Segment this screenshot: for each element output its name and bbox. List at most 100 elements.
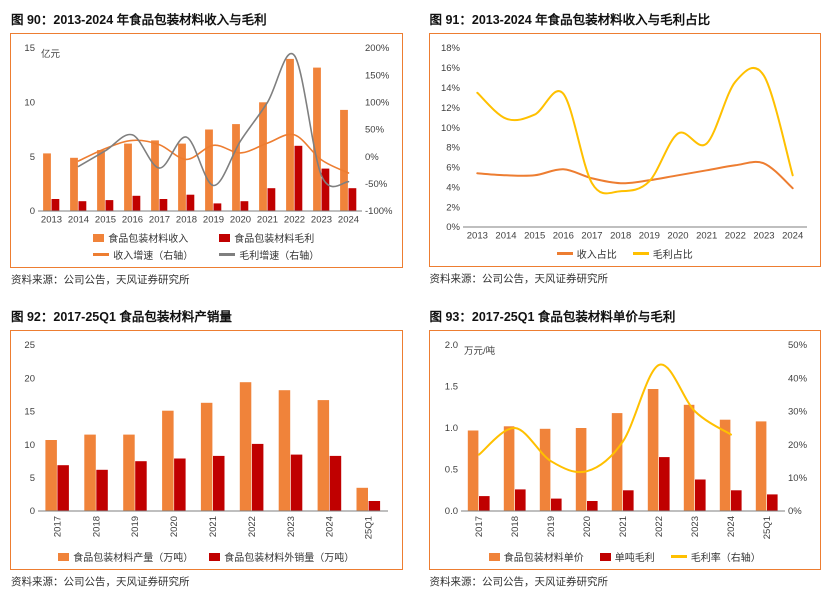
svg-text:2017: 2017 — [149, 215, 170, 226]
figure-title: 图 93：2017-25Q1 食品包装材料单价与毛利 — [429, 310, 676, 324]
figure-title: 图 91：2013-2024 年食品包装材料收入与毛利占比 — [429, 13, 711, 27]
svg-text:2021: 2021 — [257, 215, 278, 226]
legend-label: 收入占比 — [576, 250, 617, 261]
svg-text:50%: 50% — [788, 340, 808, 351]
svg-text:15: 15 — [24, 407, 35, 418]
svg-text:万元/吨: 万元/吨 — [464, 345, 496, 357]
figure-title: 图 90：2013-2024 年食品包装材料收入与毛利 — [11, 13, 267, 27]
svg-text:2023: 2023 — [286, 516, 297, 537]
svg-text:18%: 18% — [440, 43, 460, 54]
svg-text:2020: 2020 — [667, 231, 688, 242]
svg-text:2019: 2019 — [130, 516, 141, 537]
svg-text:2023: 2023 — [311, 215, 332, 226]
svg-text:0: 0 — [30, 506, 35, 517]
svg-text:2015: 2015 — [95, 215, 116, 226]
svg-text:2017: 2017 — [581, 231, 602, 242]
chart-canvas-fig92: 0 5 10 15 20 25 2017 2018 2019 2020 2021 2022 2023 20… — [24, 340, 388, 539]
svg-text:16%: 16% — [440, 63, 460, 74]
legend-label: 单吨毛利 — [614, 553, 655, 564]
svg-text:2024: 2024 — [325, 516, 336, 537]
figure-title: 图 92：2017-25Q1 食品包装材料产销量 — [11, 310, 232, 324]
svg-text:2024: 2024 — [782, 231, 803, 242]
svg-text:0.0: 0.0 — [444, 506, 457, 517]
legend-label: 食品包装材料单价 — [503, 553, 584, 564]
svg-text:200%: 200% — [365, 43, 390, 54]
chart-canvas-fig91: 0% 2% 4% 6% 8% 10% 12% 14% 16% 18% 2013 2014 2015 201… — [440, 43, 807, 242]
chart-canvas-fig90: 0 5 10 15 -100% -50% 0% 50% 100% 150% 200% 亿元 2013 20… — [24, 43, 393, 226]
svg-text:2%: 2% — [446, 202, 460, 213]
svg-text:5: 5 — [30, 473, 35, 484]
source-note: 资料来源：公司公告，天风证券研究所 — [11, 274, 190, 286]
svg-text:2024: 2024 — [338, 215, 359, 226]
chart-legend: 食品包装材料单价 单吨毛利 毛利率（右轴） — [433, 547, 818, 567]
svg-text:2020: 2020 — [582, 516, 593, 537]
legend-item: 食品包装材料单价 — [488, 549, 584, 564]
legend-label: 食品包装材料产量（万吨） — [73, 553, 194, 564]
legend-label: 食品包装材料收入 — [108, 234, 189, 245]
svg-text:2022: 2022 — [654, 516, 665, 537]
legend-item: 食品包装材料收入 — [93, 230, 193, 245]
svg-text:2020: 2020 — [169, 516, 180, 537]
svg-text:2013: 2013 — [466, 231, 487, 242]
source-note: 资料来源：公司公告，天风证券研究所 — [11, 576, 190, 588]
legend-label: 食品包装材料毛利 — [234, 234, 315, 245]
legend-swatch-square — [488, 552, 500, 561]
svg-text:40%: 40% — [788, 373, 808, 384]
svg-text:15: 15 — [24, 43, 35, 54]
svg-text:2019: 2019 — [546, 516, 557, 537]
svg-text:30%: 30% — [788, 407, 808, 418]
svg-text:2017: 2017 — [474, 516, 485, 537]
svg-text:0%: 0% — [788, 506, 802, 517]
legend-swatch-line — [93, 253, 110, 256]
svg-text:2016: 2016 — [552, 231, 573, 242]
svg-text:亿元: 亿元 — [41, 48, 61, 60]
legend-item: 收入占比 — [556, 246, 617, 261]
svg-text:2019: 2019 — [638, 231, 659, 242]
figure-panel-91: 图 91：2013-2024 年食品包装材料收入与毛利占比 0% 2% 4% 6% 8%… — [428, 8, 821, 287]
chart-frame: 0% 2% 4% 6% 8% 10% 12% 14% 16% 18% 2013 2014 2015 201… — [428, 33, 821, 267]
legend-item: 单吨毛利 — [599, 549, 655, 564]
svg-text:14%: 14% — [440, 83, 460, 94]
legend-label: 毛利增速（右轴） — [239, 251, 320, 262]
svg-text:25: 25 — [24, 340, 35, 351]
legend-swatch-line — [632, 252, 649, 255]
source-note: 资料来源：公司公告，天风证券研究所 — [429, 576, 609, 588]
svg-text:0%: 0% — [446, 222, 460, 233]
svg-text:150%: 150% — [365, 70, 390, 81]
svg-text:2018: 2018 — [91, 516, 102, 537]
legend-item: 收入增速（右轴） — [93, 247, 193, 262]
svg-text:2023: 2023 — [690, 516, 701, 537]
legend-item: 毛利增速（右轴） — [219, 247, 319, 262]
svg-text:2018: 2018 — [510, 516, 521, 537]
svg-text:2021: 2021 — [696, 231, 717, 242]
legend-swatch-line — [219, 253, 236, 256]
svg-text:2024: 2024 — [726, 516, 737, 537]
svg-text:2014: 2014 — [495, 231, 516, 242]
svg-text:10%: 10% — [440, 123, 460, 134]
legend-label: 毛利占比 — [652, 250, 693, 261]
legend-item: 食品包装材料外销量（万吨） — [209, 549, 354, 564]
svg-text:20: 20 — [24, 373, 35, 384]
chart-frame: 0.0 0.5 1.0 1.5 2.0 0% 10% 20% 30% 40% 50% 万元/吨 2017… — [428, 330, 821, 570]
svg-text:25Q1: 25Q1 — [364, 516, 375, 539]
svg-text:2018: 2018 — [176, 215, 197, 226]
svg-text:10%: 10% — [788, 473, 808, 484]
svg-text:2020: 2020 — [230, 215, 251, 226]
legend-item: 食品包装材料毛利 — [219, 230, 319, 245]
svg-text:100%: 100% — [365, 98, 390, 109]
svg-text:25Q1: 25Q1 — [762, 516, 773, 539]
svg-text:2022: 2022 — [247, 516, 258, 537]
svg-text:2022: 2022 — [284, 215, 305, 226]
chart-frame: 0 5 10 15 -100% -50% 0% 50% 100% 150% 200% 亿元 2013 20… — [10, 33, 403, 268]
legend-label: 食品包装材料外销量（万吨） — [224, 553, 355, 564]
legend-swatch-line — [670, 555, 687, 558]
legend-swatch-square — [219, 233, 231, 242]
svg-text:2013: 2013 — [41, 215, 62, 226]
svg-text:2019: 2019 — [203, 215, 224, 226]
legend-swatch-square — [93, 233, 105, 242]
chart-legend: 收入占比 毛利占比 — [433, 244, 818, 264]
legend-swatch-square — [209, 552, 221, 561]
legend-label: 毛利率（右轴） — [690, 553, 761, 564]
svg-text:2014: 2014 — [68, 215, 89, 226]
